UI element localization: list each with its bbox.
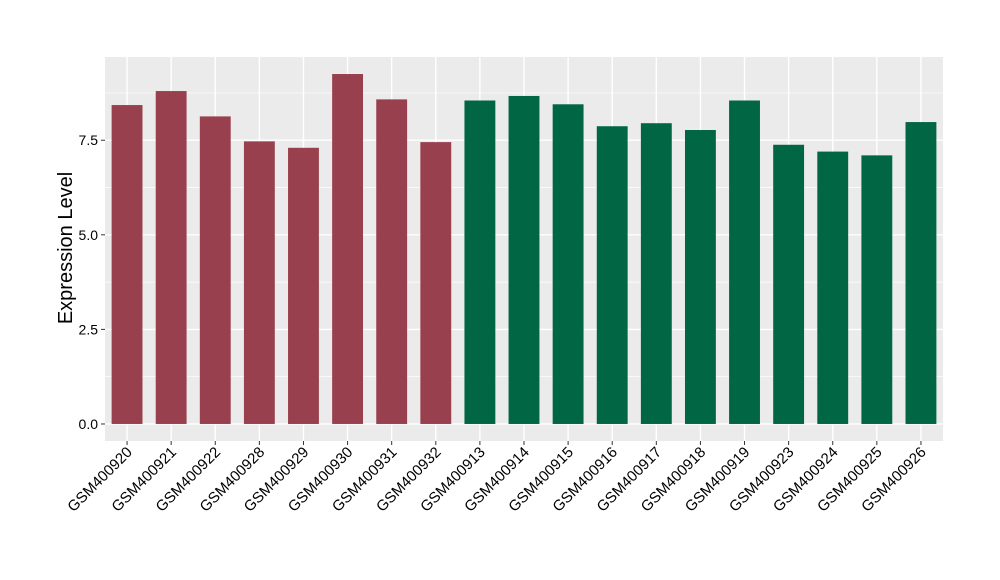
bar-GSM400919: [729, 100, 760, 424]
y-tick-label: 5.0: [79, 227, 99, 243]
bar-GSM400917: [640, 123, 672, 424]
y-axis: 0.0 2.5 5.0 7.5: [79, 132, 105, 432]
bar-GSM400931: [376, 99, 408, 424]
bar-GSM400916: [596, 126, 628, 424]
bar-GSM400929: [288, 147, 319, 424]
bars: [111, 74, 937, 424]
bar-GSM400928: [243, 141, 275, 424]
bar-GSM400925: [861, 155, 893, 424]
bar-GSM400922: [199, 116, 231, 424]
y-axis-title: Expression Level: [55, 172, 77, 324]
bar-GSM400932: [420, 142, 452, 424]
bar-GSM400920: [111, 105, 143, 424]
y-tick-label: 0.0: [79, 416, 99, 432]
bar-GSM400926: [905, 122, 937, 424]
bar-GSM400921: [155, 91, 187, 424]
y-tick-label: 7.5: [79, 132, 99, 148]
y-tick-label: 2.5: [79, 321, 99, 337]
bar-GSM400930: [332, 74, 364, 424]
bar-GSM400918: [684, 130, 716, 424]
bar-GSM400924: [817, 151, 849, 424]
bar-GSM400915: [552, 104, 584, 424]
bar-GSM400914: [508, 95, 540, 424]
bar-GSM400923: [773, 144, 805, 424]
x-axis: GSM400920GSM400921GSM400922GSM400928GSM4…: [64, 441, 930, 515]
bar-GSM400913: [464, 100, 496, 424]
